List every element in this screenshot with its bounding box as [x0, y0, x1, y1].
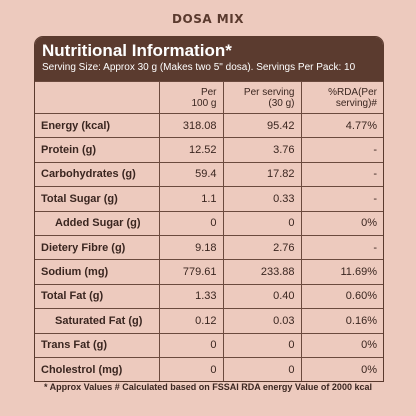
- nutrient-value: 59.4: [158, 161, 224, 188]
- nutrient-value: 0: [158, 332, 224, 358]
- nutrient-value: 0.03: [222, 308, 302, 334]
- nutrient-value: 233.88: [222, 259, 302, 285]
- table-body: Energy (kcal) 318.08 95.42 4.77% Protein (g)…: [35, 112, 383, 382]
- nutrient-name: Protein (g): [35, 137, 160, 163]
- nutrition-panel: Nutritional Information* Serving Size: A…: [34, 36, 384, 383]
- nutrient-value: -: [300, 161, 383, 188]
- nutrient-value: 9.18: [158, 234, 224, 261]
- nutrient-value: 1.33: [158, 283, 224, 310]
- nutrient-value: 95.42: [222, 112, 302, 139]
- table-row: Protein (g) 12.52 3.76-: [35, 137, 383, 163]
- table-row: Carbohydrates (g) 59.4 17.82-: [35, 161, 383, 188]
- nutrient-value: 0%: [300, 332, 383, 358]
- header-text: (30 g): [268, 97, 295, 109]
- header-cell: [35, 81, 160, 114]
- nutrient-name: Sodium (mg): [35, 259, 160, 285]
- nutrient-value: -: [300, 234, 383, 261]
- nutrient-name: Dietery Fibre (g): [35, 234, 160, 261]
- table-row: Saturated Fat (g) 0.12 0.03 0.16%: [35, 308, 383, 334]
- table-row: Added Sugar (g) 0 0 0%: [35, 210, 383, 236]
- nutrition-table: Per 100 g Per serving (30 g) %RDA(Per serving…: [35, 81, 383, 382]
- nutrient-value: 11.69%: [300, 259, 383, 285]
- nutrient-value: 779.61: [158, 259, 224, 285]
- nutrient-value: 0: [158, 356, 224, 382]
- nutrient-value: 0.16%: [300, 308, 383, 334]
- nutrient-value: 4.77%: [300, 112, 383, 139]
- serving-info: Serving Size: Approx 30 g (Makes two 5" …: [42, 62, 356, 73]
- table-row: Trans Fat (g) 0 0 0%: [35, 332, 383, 358]
- panel-heading: Nutritional Information*: [42, 41, 232, 60]
- nutrient-name: Carbohydrates (g): [35, 161, 160, 188]
- nutrient-value: 0: [222, 210, 302, 236]
- nutrient-value: 318.08: [158, 112, 224, 139]
- nutrient-value: 0%: [300, 210, 383, 236]
- nutrient-value: 0: [158, 210, 224, 236]
- nutrient-value: 0.12: [158, 308, 224, 334]
- header-text: 100 g: [191, 97, 217, 109]
- nutrient-name: Trans Fat (g): [35, 332, 160, 358]
- header-cell: Per 100 g: [158, 81, 224, 114]
- nutrient-value: 0.33: [222, 186, 302, 212]
- panel-header: Nutritional Information* Serving Size: A…: [35, 37, 383, 81]
- nutrient-value: 0.40: [222, 283, 302, 310]
- nutrient-value: 17.82: [222, 161, 302, 188]
- header-row: Per 100 g Per serving (30 g) %RDA(Per serving…: [35, 81, 383, 114]
- header-text: serving)#: [335, 97, 377, 109]
- header-text: Per: [200, 86, 217, 98]
- table-row: Energy (kcal) 318.08 95.42 4.77%: [35, 112, 383, 139]
- nutrient-value: 0.60%: [300, 283, 383, 310]
- table-row: Sodium (mg) 779.61 233.88 11.69%: [35, 259, 383, 285]
- nutrient-name: Total Fat (g): [35, 283, 160, 310]
- header-text: Per serving: [243, 86, 295, 98]
- nutrient-value: -: [300, 137, 383, 163]
- nutrient-name: Added Sugar (g): [35, 210, 160, 236]
- footnote: * Approx Values # Calculated based on FS…: [44, 382, 372, 392]
- nutrient-value: 2.76: [222, 234, 302, 261]
- nutrient-name: Saturated Fat (g): [35, 308, 160, 334]
- product-title: DOSA MIX: [172, 12, 244, 26]
- nutrient-value: 0: [222, 332, 302, 358]
- nutrient-value: 0%: [300, 356, 383, 382]
- table-row: Cholestrol (mg) 0 0 0%: [35, 356, 383, 382]
- table-row: Total Fat (g) 1.33 0.40 0.60%: [35, 283, 383, 310]
- nutrient-value: 12.52: [158, 137, 224, 163]
- header-cell: %RDA(Per serving)#: [300, 81, 383, 114]
- nutrient-name: Total Sugar (g): [35, 186, 160, 212]
- nutrient-name: Energy (kcal): [35, 112, 160, 139]
- table-row: Dietery Fibre (g) 9.18 2.76-: [35, 234, 383, 261]
- nutrient-name: Cholestrol (mg): [35, 356, 160, 382]
- table-row: Total Sugar (g) 1.1 0.33-: [35, 186, 383, 212]
- nutrient-value: 3.76: [222, 137, 302, 163]
- header-cell: Per serving (30 g): [222, 81, 302, 114]
- header-text: %RDA(Per: [328, 86, 377, 98]
- nutrient-value: 0: [222, 356, 302, 382]
- nutrient-value: -: [300, 186, 383, 212]
- nutrient-value: 1.1: [158, 186, 224, 212]
